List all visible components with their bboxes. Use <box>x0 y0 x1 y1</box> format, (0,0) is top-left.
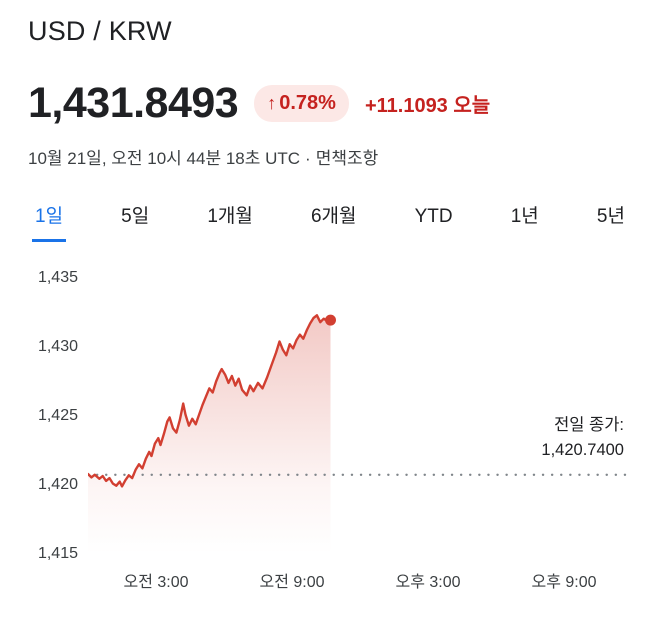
tab-ytd[interactable]: YTD <box>412 204 456 242</box>
y-axis-label: 1,435 <box>37 269 78 286</box>
quote-datetime: 10월 21일, 오전 10시 44분 18초 UTC <box>28 149 301 168</box>
y-axis: 1,435 1,430 1,425 1,420 1,415 <box>28 269 78 562</box>
y-axis-label: 1,425 <box>37 407 78 424</box>
change-amount: +11.1093 <box>364 95 448 117</box>
tab-1y[interactable]: 1년 <box>508 199 542 242</box>
x-axis-label: 오전 3:00 <box>123 574 189 591</box>
change-percent-badge: ↑ 0.78% <box>254 85 349 122</box>
x-axis: 오전 3:00 오전 9:00 오후 3:00 오후 9:00 <box>88 568 632 592</box>
y-axis-label: 1,430 <box>37 338 78 355</box>
x-axis-label: 오후 9:00 <box>531 574 597 591</box>
y-axis-label: 1,415 <box>37 545 78 562</box>
change-percent: 0.78% <box>279 92 336 114</box>
page-title: USD / KRW <box>28 16 172 46</box>
tab-5d[interactable]: 5일 <box>118 199 152 242</box>
prev-close-label: 전일 종가: <box>554 415 624 434</box>
prev-close-annotation: 전일 종가: 1,420.7400 <box>541 413 624 463</box>
current-price: 1,431.8493 <box>28 79 239 127</box>
change-value: +11.1093 오늘 <box>365 89 490 118</box>
disclaimer-link[interactable]: 면책조항 <box>315 149 379 168</box>
finance-quote-page: USD / KRW 1,431.8493 ↑ 0.78% +11.1093 오늘… <box>28 16 634 596</box>
time-range-tabs: 1일 5일 1개월 6개월 YTD 1년 5년 <box>28 199 632 242</box>
price-chart[interactable]: 1,435 1,430 1,425 1,420 1,415 전일 종가: 1,420.7… <box>28 266 634 596</box>
x-axis-label: 오후 3:00 <box>395 574 461 591</box>
x-axis-label: 오전 9:00 <box>259 574 325 591</box>
tab-6m[interactable]: 6개월 <box>308 199 360 242</box>
prev-close-value: 1,420.7400 <box>541 440 624 459</box>
tab-5y[interactable]: 5년 <box>594 199 628 242</box>
meta-separator: · <box>305 149 311 168</box>
quote-meta: 10월 21일, 오전 10시 44분 18초 UTC · 면책조항 <box>28 144 632 169</box>
tab-1m[interactable]: 1개월 <box>204 199 256 242</box>
tab-1d[interactable]: 1일 <box>32 199 67 242</box>
chart-canvas <box>86 314 634 554</box>
plot-area[interactable]: 전일 종가: 1,420.7400 <box>86 278 634 554</box>
price-row: 1,431.8493 ↑ 0.78% +11.1093 오늘 <box>28 79 632 128</box>
y-axis-label: 1,420 <box>37 476 78 493</box>
up-arrow-icon: ↑ <box>267 93 277 113</box>
change-period: 오늘 <box>453 95 491 117</box>
